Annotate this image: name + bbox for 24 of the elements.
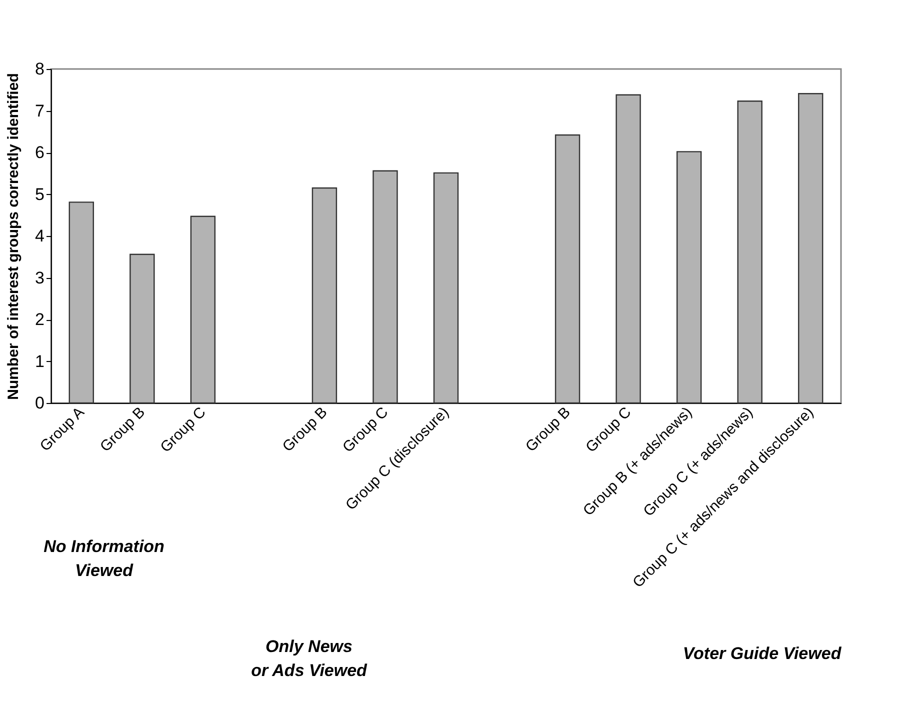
bar <box>372 170 398 404</box>
bar <box>798 93 824 404</box>
y-tick-label: 0 <box>35 394 44 412</box>
bar <box>737 100 762 404</box>
y-tick-label: 8 <box>35 60 44 78</box>
y-tick-label: 5 <box>35 184 44 204</box>
text: No Information Viewed <box>44 537 164 580</box>
y-tick-label: 6 <box>35 143 44 162</box>
y-tick-label: 1 <box>35 352 44 371</box>
y-tick-label: 4 <box>35 226 44 246</box>
bar <box>433 172 459 404</box>
bar <box>554 134 580 404</box>
bar <box>68 202 94 404</box>
bar <box>312 187 338 404</box>
y-tick-label: 2 <box>35 310 44 329</box>
bar <box>130 254 155 404</box>
text: Only News or Ads Viewed <box>251 637 368 680</box>
y-tick-label: 7 <box>35 101 44 120</box>
bar <box>190 216 216 404</box>
y-axis-title: Number of interest groups correctly identified <box>5 73 22 400</box>
bar <box>616 94 641 404</box>
y-tick-label: 3 <box>35 268 44 288</box>
text: Voter Guide Viewed <box>682 644 842 663</box>
bar <box>676 151 702 404</box>
